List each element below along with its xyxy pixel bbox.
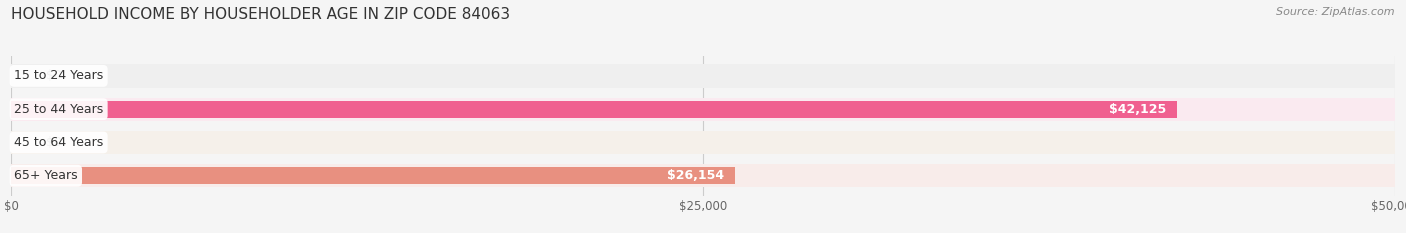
Bar bbox=[11, 131, 1395, 154]
Text: 45 to 64 Years: 45 to 64 Years bbox=[14, 136, 103, 149]
Text: $26,154: $26,154 bbox=[666, 169, 724, 182]
Text: Source: ZipAtlas.com: Source: ZipAtlas.com bbox=[1277, 7, 1395, 17]
Text: HOUSEHOLD INCOME BY HOUSEHOLDER AGE IN ZIP CODE 84063: HOUSEHOLD INCOME BY HOUSEHOLDER AGE IN Z… bbox=[11, 7, 510, 22]
Text: $0: $0 bbox=[46, 136, 62, 149]
Text: $42,125: $42,125 bbox=[1108, 103, 1166, 116]
Text: 65+ Years: 65+ Years bbox=[14, 169, 77, 182]
Bar bbox=[11, 100, 1177, 118]
Bar bbox=[11, 164, 1395, 187]
Text: 15 to 24 Years: 15 to 24 Years bbox=[14, 69, 103, 82]
Text: 25 to 44 Years: 25 to 44 Years bbox=[14, 103, 103, 116]
Bar bbox=[11, 98, 1395, 121]
Text: $0: $0 bbox=[46, 69, 62, 82]
Bar bbox=[11, 64, 1395, 88]
Bar bbox=[11, 167, 735, 184]
